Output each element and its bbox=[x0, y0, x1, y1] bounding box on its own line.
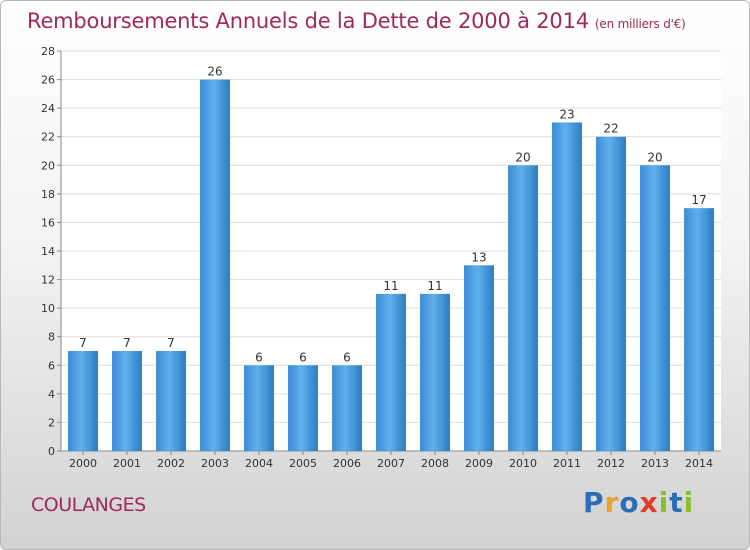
bar bbox=[244, 365, 274, 451]
bar-value-label: 7 bbox=[79, 336, 87, 350]
x-tick-label: 2011 bbox=[553, 457, 581, 470]
y-tick-label: 24 bbox=[41, 102, 55, 115]
x-tick-label: 2001 bbox=[113, 457, 141, 470]
y-tick-label: 4 bbox=[48, 388, 55, 401]
x-tick-label: 2012 bbox=[597, 457, 625, 470]
x-tick-label: 2006 bbox=[333, 457, 361, 470]
y-tick-label: 14 bbox=[41, 245, 55, 258]
chart-title-unit: (en milliers d'€) bbox=[594, 17, 686, 31]
chart-title: Remboursements Annuels de la Dette de 20… bbox=[27, 9, 686, 33]
y-tick-label: 16 bbox=[41, 216, 55, 229]
bar bbox=[552, 122, 582, 451]
x-tick-label: 2014 bbox=[685, 457, 713, 470]
x-tick-label: 2005 bbox=[289, 457, 317, 470]
y-tick-label: 10 bbox=[41, 302, 55, 315]
bar bbox=[596, 136, 626, 451]
bar-value-label: 22 bbox=[603, 122, 618, 136]
chart-title-text: Remboursements Annuels de la Dette de 20… bbox=[27, 9, 589, 33]
bar bbox=[464, 265, 494, 451]
bar bbox=[200, 79, 230, 452]
x-tick-label: 2004 bbox=[245, 457, 273, 470]
y-tick-label: 8 bbox=[48, 331, 55, 344]
bar-value-label: 26 bbox=[207, 65, 222, 79]
x-tick-label: 2009 bbox=[465, 457, 493, 470]
y-tick-label: 26 bbox=[41, 74, 55, 87]
y-tick-label: 6 bbox=[48, 359, 55, 372]
y-tick-label: 22 bbox=[41, 131, 55, 144]
bar bbox=[68, 351, 98, 451]
y-tick-label: 18 bbox=[41, 188, 55, 201]
y-tick-label: 12 bbox=[41, 274, 55, 287]
bar bbox=[684, 208, 714, 451]
y-tick-label: 28 bbox=[41, 45, 55, 58]
bar-value-label: 11 bbox=[427, 279, 442, 293]
bar bbox=[376, 293, 406, 451]
x-tick-label: 2000 bbox=[69, 457, 97, 470]
y-tick-label: 20 bbox=[41, 159, 55, 172]
bar-value-label: 11 bbox=[383, 279, 398, 293]
bar-value-label: 17 bbox=[691, 193, 706, 207]
x-tick-label: 2008 bbox=[421, 457, 449, 470]
bar bbox=[288, 365, 318, 451]
bar-value-label: 7 bbox=[167, 336, 175, 350]
x-tick-label: 2010 bbox=[509, 457, 537, 470]
bar-value-label: 6 bbox=[255, 350, 263, 364]
bar bbox=[508, 165, 538, 452]
x-tick-label: 2007 bbox=[377, 457, 405, 470]
x-tick-label: 2002 bbox=[157, 457, 185, 470]
bar-value-label: 6 bbox=[343, 350, 351, 364]
bar bbox=[332, 365, 362, 451]
y-tick-label: 2 bbox=[48, 416, 55, 429]
bar bbox=[420, 293, 450, 451]
bar-value-label: 13 bbox=[471, 250, 486, 264]
bar-value-label: 20 bbox=[647, 150, 662, 164]
x-tick-label: 2013 bbox=[641, 457, 669, 470]
bar-value-label: 23 bbox=[559, 107, 574, 121]
proxiti-logo: Proxiti bbox=[583, 486, 695, 519]
y-tick-label: 0 bbox=[48, 445, 55, 458]
bar bbox=[112, 351, 142, 451]
x-tick-label: 2003 bbox=[201, 457, 229, 470]
bar bbox=[640, 165, 670, 452]
bar-value-label: 7 bbox=[123, 336, 131, 350]
bar bbox=[156, 351, 186, 451]
bar-value-label: 20 bbox=[515, 150, 530, 164]
bar-value-label: 6 bbox=[299, 350, 307, 364]
place-name: COULANGES bbox=[31, 494, 146, 516]
